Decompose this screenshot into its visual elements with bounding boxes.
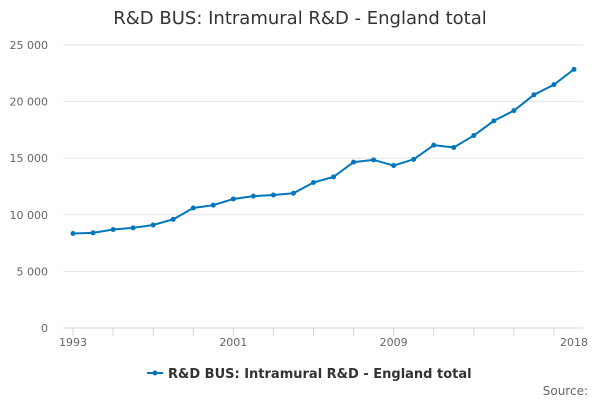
y-tick-label: 5 000 (17, 265, 49, 278)
grid-lines (63, 44, 583, 329)
x-tick-label: 1993 (59, 336, 87, 349)
data-point[interactable] (190, 205, 196, 211)
data-point[interactable] (130, 225, 136, 231)
data-point[interactable] (571, 66, 577, 72)
chart-title: R&D BUS: Intramural R&D - England total (113, 8, 486, 29)
legend-marker (152, 370, 158, 376)
data-point[interactable] (290, 190, 296, 196)
legend-label: R&D BUS: Intramural R&D - England total (168, 367, 472, 382)
data-point[interactable] (431, 142, 437, 148)
data-point[interactable] (371, 157, 377, 163)
y-tick-label: 0 (41, 322, 48, 335)
data-point[interactable] (150, 222, 156, 228)
series-line[interactable] (72, 68, 575, 235)
y-tick-label: 15 000 (10, 152, 49, 165)
data-point[interactable] (531, 92, 537, 98)
data-point[interactable] (451, 144, 457, 150)
data-point[interactable] (90, 230, 96, 236)
data-point[interactable] (511, 108, 517, 114)
data-point[interactable] (411, 156, 417, 162)
x-tick-label: 2018 (560, 336, 588, 349)
data-point[interactable] (70, 230, 76, 236)
data-point[interactable] (351, 159, 357, 165)
legend[interactable]: R&D BUS: Intramural R&D - England total (147, 367, 472, 382)
data-point[interactable] (110, 227, 116, 233)
y-tick-label: 10 000 (10, 209, 49, 222)
x-tick-label: 2001 (219, 336, 247, 349)
data-point[interactable] (491, 118, 497, 124)
data-point[interactable] (270, 192, 276, 198)
data-point[interactable] (471, 133, 477, 139)
source-credit[interactable]: Source: (543, 384, 588, 398)
data-point[interactable] (310, 180, 316, 186)
y-tick-label: 25 000 (10, 39, 49, 52)
y-tick-label: 20 000 (10, 96, 49, 109)
data-point[interactable] (551, 82, 557, 88)
data-point[interactable] (230, 196, 236, 202)
data-point[interactable] (250, 193, 256, 199)
data-point[interactable] (331, 174, 337, 180)
data-point[interactable] (170, 216, 176, 222)
x-axis: 1993 2001 2009 2018 (59, 327, 588, 349)
data-point[interactable] (391, 163, 397, 169)
x-tick-label: 2009 (380, 336, 408, 349)
series-layer (70, 66, 577, 236)
data-point[interactable] (210, 202, 216, 208)
y-axis: 0 5 000 10 000 15 000 20 000 25 000 (10, 39, 49, 335)
